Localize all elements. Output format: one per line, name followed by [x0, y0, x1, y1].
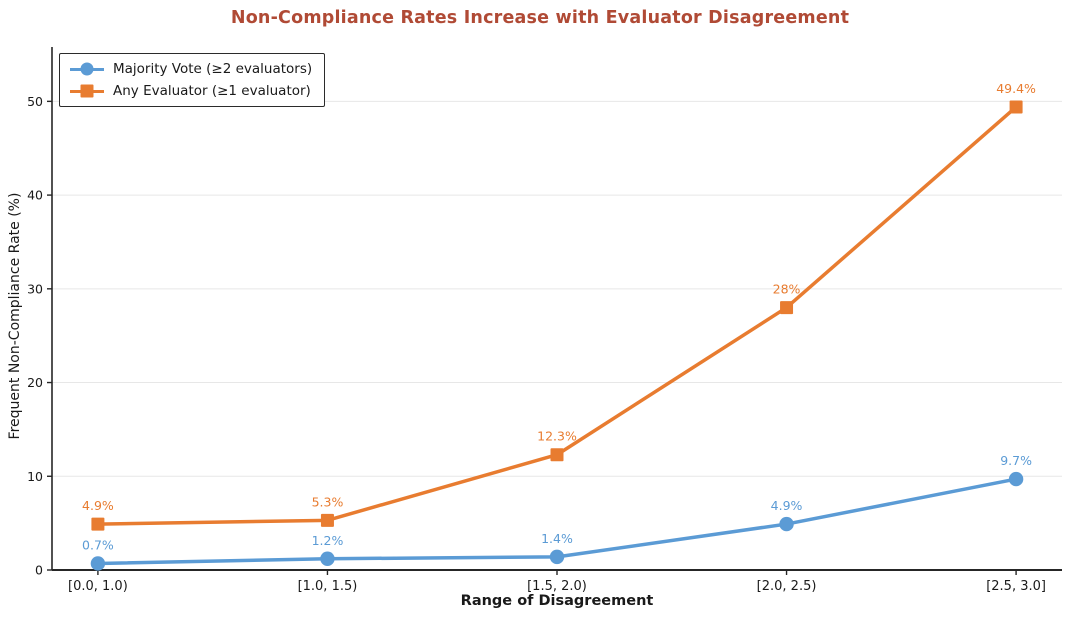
data-label-1-4: 49.4% — [996, 81, 1036, 96]
data-point-1-0 — [91, 517, 105, 531]
legend-marker-majority-vote — [70, 62, 104, 77]
data-point-0-0 — [90, 556, 106, 571]
y-tick-label-50: 50 — [27, 94, 43, 109]
x-tick-label-0: [0.0, 1.0) — [68, 579, 128, 594]
legend: Majority Vote (≥2 evaluators) Any Evalua… — [59, 53, 326, 107]
data-point-1-2 — [550, 448, 564, 462]
square-marker-icon — [80, 84, 94, 98]
chart-title: Non-Compliance Rates Increase with Evalu… — [230, 8, 850, 28]
y-axis-label: Frequent Non-Compliance Rate (%) — [7, 192, 23, 440]
data-label-1-2: 12.3% — [537, 429, 577, 444]
data-point-0-3 — [779, 516, 794, 532]
y-tick-label-0: 0 — [35, 563, 43, 578]
legend-label-any-evaluator: Any Evaluator (≥1 evaluator) — [113, 83, 311, 99]
x-tick-label-2: [1.5, 2.0) — [527, 579, 587, 594]
circle-marker-icon — [80, 62, 94, 76]
data-point-1-1 — [320, 513, 334, 527]
data-label-1-1: 5.3% — [312, 494, 344, 509]
data-label-0-2: 1.4% — [541, 531, 573, 546]
y-tick-label-40: 40 — [27, 188, 43, 203]
data-point-0-1 — [320, 551, 335, 566]
series-line-1 — [96, 105, 1018, 526]
legend-label-majority-vote: Majority Vote (≥2 evaluators) — [113, 61, 313, 77]
x-tick-label-1: [1.0, 1.5) — [298, 579, 358, 594]
y-tick-label-30: 30 — [27, 281, 43, 296]
data-point-1-3 — [780, 301, 794, 315]
data-point-0-2 — [549, 549, 565, 565]
x-axis-label: Range of Disagreement — [460, 593, 654, 609]
x-tick-label-3: [2.0, 2.5) — [757, 579, 817, 594]
legend-marker-any-evaluator — [70, 84, 104, 99]
data-label-0-0: 0.7% — [82, 537, 114, 552]
data-label-1-0: 4.9% — [82, 498, 114, 513]
legend-item-majority-vote: Majority Vote (≥2 evaluators) — [70, 61, 312, 77]
data-label-1-3: 28% — [773, 282, 801, 297]
data-label-0-3: 4.9% — [771, 498, 803, 513]
y-tick-label-20: 20 — [27, 375, 43, 390]
y-tick-label-10: 10 — [27, 469, 43, 484]
data-label-0-1: 1.2% — [312, 533, 344, 548]
data-point-1-4 — [1009, 100, 1023, 114]
x-tick-label-4: [2.5, 3.0] — [986, 579, 1046, 594]
data-point-0-4 — [1008, 471, 1024, 487]
data-label-0-4: 9.7% — [1000, 453, 1032, 468]
legend-item-any-evaluator: Any Evaluator (≥1 evaluator) — [70, 83, 312, 99]
